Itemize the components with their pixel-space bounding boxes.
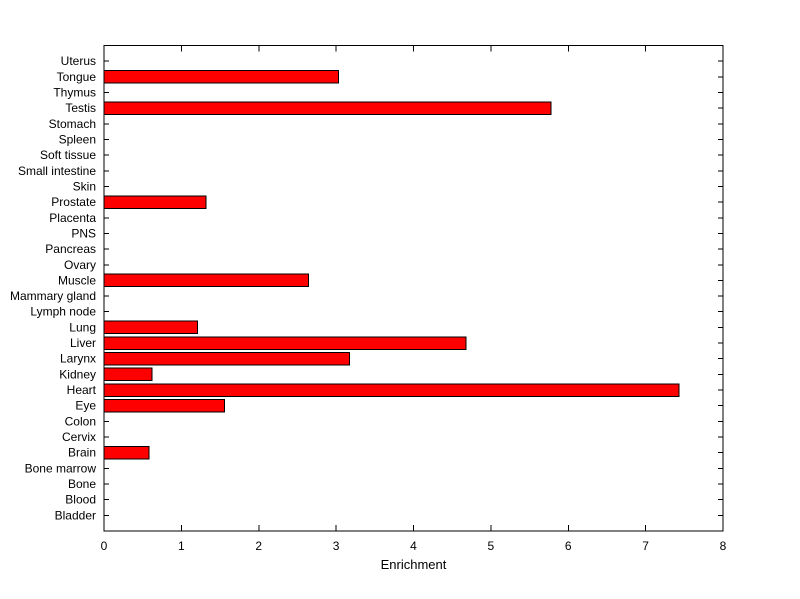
bar-eye [103, 398, 226, 413]
y-tick-label-larynx: Larynx [60, 352, 96, 366]
y-tick-label-tongue: Tongue [57, 70, 97, 84]
y-tick-label-small-intestine: Small intestine [18, 164, 96, 178]
bar-prostate [103, 195, 207, 209]
x-tick-label: 3 [333, 539, 340, 553]
x-tick-label: 6 [565, 539, 572, 553]
y-tick-label-thymus: Thymus [53, 85, 96, 99]
bar-lung [103, 320, 199, 335]
bar-liver [103, 336, 467, 350]
bar-muscle [103, 273, 309, 288]
y-tick-label-bone-marrow: Bone marrow [25, 461, 97, 475]
y-tick-label-stomach: Stomach [49, 117, 96, 131]
bar-brain [103, 445, 150, 460]
y-tick-label-brain: Brain [68, 446, 96, 460]
y-tick-label-pancreas: Pancreas [45, 242, 96, 256]
y-tick-label-soft-tissue: Soft tissue [40, 148, 96, 162]
y-tick-label-prostate: Prostate [51, 195, 96, 209]
x-tick-label: 2 [255, 539, 262, 553]
x-axis-title: Enrichment [380, 557, 447, 572]
y-tick-label-spleen: Spleen [59, 132, 96, 146]
plot-area [103, 45, 724, 532]
bar-tongue [103, 70, 339, 84]
y-tick-label-cervix: Cervix [62, 430, 96, 444]
y-tick-label-heart: Heart [67, 383, 97, 397]
bar-kidney [103, 367, 153, 382]
x-tick-label: 5 [488, 539, 495, 553]
y-tick-label-lung: Lung [69, 320, 96, 334]
y-tick-label-testis: Testis [65, 101, 96, 115]
y-tick-label-ovary: Ovary [64, 258, 96, 272]
x-tick-label: 4 [410, 539, 417, 553]
y-tick-label-mammary-gland: Mammary gland [10, 289, 96, 303]
y-tick-label-eye: Eye [75, 399, 96, 413]
y-tick-label-pns: PNS [71, 226, 96, 240]
bar-testis [103, 101, 552, 115]
x-tick-label: 8 [720, 539, 727, 553]
y-tick-label-skin: Skin [73, 179, 96, 193]
y-tick-label-bladder: Bladder [55, 508, 96, 522]
y-tick-label-uterus: Uterus [61, 54, 96, 68]
x-tick-label: 1 [178, 539, 185, 553]
bar-heart [103, 383, 680, 397]
bar-larynx [103, 351, 350, 366]
y-tick-label-bone: Bone [68, 477, 96, 491]
y-tick-label-lymph-node: Lymph node [30, 305, 96, 319]
y-tick-label-colon: Colon [65, 414, 96, 428]
x-tick-label: 7 [642, 539, 649, 553]
x-tick-label: 0 [101, 539, 108, 553]
y-tick-label-muscle: Muscle [58, 273, 96, 287]
y-tick-label-placenta: Placenta [49, 211, 96, 225]
y-tick-label-liver: Liver [70, 336, 96, 350]
y-tick-label-blood: Blood [65, 493, 96, 507]
y-tick-label-kidney: Kidney [59, 367, 96, 381]
